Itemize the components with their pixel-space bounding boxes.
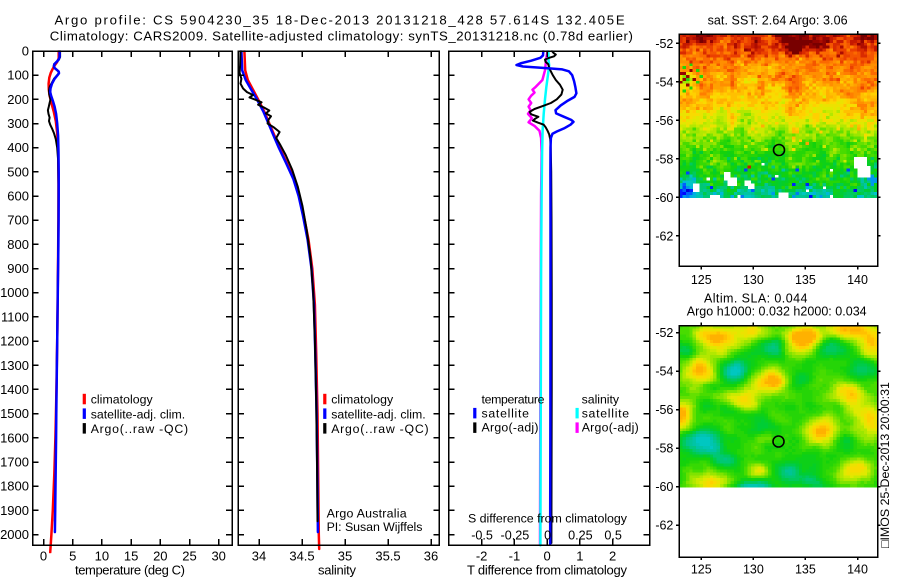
svg-text:1000: 1000 [0, 285, 29, 300]
svg-text:140: 140 [847, 562, 868, 576]
svg-text:satellite-adj. clim.: satellite-adj. clim. [91, 407, 186, 421]
svg-text:1400: 1400 [0, 382, 29, 397]
svg-text:Altim. SLA: 0.044: Altim. SLA: 0.044 [704, 292, 808, 306]
svg-text:sat. SST: 2.64 Argo: 3.06: sat. SST: 2.64 Argo: 3.06 [708, 13, 848, 27]
svg-text:130: 130 [743, 273, 764, 287]
svg-text:34.5: 34.5 [289, 549, 314, 564]
svg-text:10: 10 [95, 549, 109, 564]
svg-text:0.25: 0.25 [568, 528, 593, 542]
svg-text:-62: -62 [655, 518, 673, 532]
svg-text:satellite-adj. clim.: satellite-adj. clim. [331, 407, 426, 421]
svg-text:1300: 1300 [0, 358, 29, 373]
svg-text:-0.25: -0.25 [501, 528, 530, 542]
svg-text:500: 500 [7, 164, 29, 179]
svg-text:140: 140 [847, 273, 868, 287]
svg-text:-58: -58 [655, 441, 673, 455]
svg-text:0: 0 [40, 549, 47, 564]
svg-text:Climatology: CARS2009. Satelli: Climatology: CARS2009. Satellite-adjuste… [50, 28, 634, 43]
svg-text:15: 15 [124, 549, 138, 564]
svg-text:T difference from climatology: T difference from climatology [467, 563, 627, 578]
svg-text:1100: 1100 [1, 309, 29, 324]
svg-text:36: 36 [424, 549, 438, 564]
svg-text:satellite: satellite [482, 406, 530, 420]
svg-text:1500: 1500 [0, 406, 29, 421]
svg-text:0: 0 [543, 549, 550, 564]
svg-text:-60: -60 [655, 191, 673, 205]
svg-text:temperature: temperature [482, 393, 545, 407]
svg-text:Argo(..raw -QC): Argo(..raw -QC) [331, 422, 429, 436]
svg-text:satellite: satellite [582, 406, 630, 420]
svg-text:-60: -60 [655, 480, 673, 494]
svg-text:130: 130 [743, 562, 764, 576]
svg-text:125: 125 [691, 273, 712, 287]
svg-text:-56: -56 [655, 403, 673, 417]
svg-text:-52: -52 [655, 37, 673, 51]
svg-text:climatology: climatology [331, 393, 394, 407]
svg-text:1600: 1600 [0, 430, 29, 445]
svg-text:800: 800 [7, 237, 29, 252]
svg-text:salinity: salinity [318, 563, 356, 578]
svg-text:300: 300 [7, 116, 29, 131]
svg-text:climatology: climatology [91, 393, 154, 407]
svg-text:700: 700 [7, 213, 29, 228]
svg-text:-58: -58 [655, 152, 673, 166]
svg-text:135: 135 [795, 273, 816, 287]
svg-text:35: 35 [338, 549, 352, 564]
svg-text:1200: 1200 [0, 334, 29, 349]
svg-text:Argo h1000: 0.032 h2000: 0.034: Argo h1000: 0.032 h2000: 0.034 [687, 305, 867, 319]
svg-text:-56: -56 [655, 114, 673, 128]
svg-text:S difference from climatology: S difference from climatology [468, 511, 628, 525]
svg-text:Argo(-adj): Argo(-adj) [582, 421, 639, 435]
svg-text:PI: Susan Wijffels: PI: Susan Wijffels [327, 520, 423, 534]
svg-text:5: 5 [69, 549, 76, 564]
svg-text:30: 30 [211, 549, 225, 564]
svg-text:0: 0 [544, 528, 551, 542]
svg-text:-2: -2 [476, 549, 488, 564]
svg-text:-0.5: -0.5 [471, 528, 493, 542]
svg-text:-1: -1 [509, 549, 521, 564]
svg-text:-62: -62 [655, 229, 673, 243]
svg-text:125: 125 [691, 562, 712, 576]
svg-text:Argo Australia: Argo Australia [327, 507, 407, 521]
svg-text:20: 20 [153, 549, 167, 564]
svg-text:400: 400 [7, 140, 29, 155]
svg-text:900: 900 [7, 261, 29, 276]
svg-text:-54: -54 [655, 75, 673, 89]
svg-text:-52: -52 [655, 326, 673, 340]
svg-text:Argo(..raw -QC): Argo(..raw -QC) [91, 422, 189, 436]
svg-text:1: 1 [576, 549, 583, 564]
svg-text:1900: 1900 [0, 503, 29, 518]
svg-text:100: 100 [7, 68, 29, 83]
svg-text:34: 34 [252, 549, 266, 564]
svg-text:25: 25 [182, 549, 196, 564]
svg-text:salinity: salinity [582, 393, 620, 407]
svg-text:Argo profile: CS 5904230_35 18: Argo profile: CS 5904230_35 18-Dec-2013 … [54, 13, 626, 28]
svg-text:0: 0 [22, 44, 29, 59]
svg-text:200: 200 [7, 92, 29, 107]
svg-text:135: 135 [795, 562, 816, 576]
svg-text:Argo(-adj): Argo(-adj) [482, 421, 539, 435]
svg-text:2000: 2000 [0, 527, 29, 542]
svg-text:600: 600 [7, 189, 29, 204]
svg-text:□IMOS 25-Dec-2013 20:00:31: □IMOS 25-Dec-2013 20:00:31 [878, 382, 892, 548]
svg-text:2: 2 [609, 549, 616, 564]
svg-text:1800: 1800 [0, 479, 29, 494]
svg-text:1700: 1700 [0, 455, 29, 470]
svg-text:0.5: 0.5 [604, 528, 622, 542]
svg-text:-54: -54 [655, 364, 673, 378]
svg-text:temperature (deg C): temperature (deg C) [75, 563, 185, 578]
svg-text:35.5: 35.5 [375, 549, 400, 564]
